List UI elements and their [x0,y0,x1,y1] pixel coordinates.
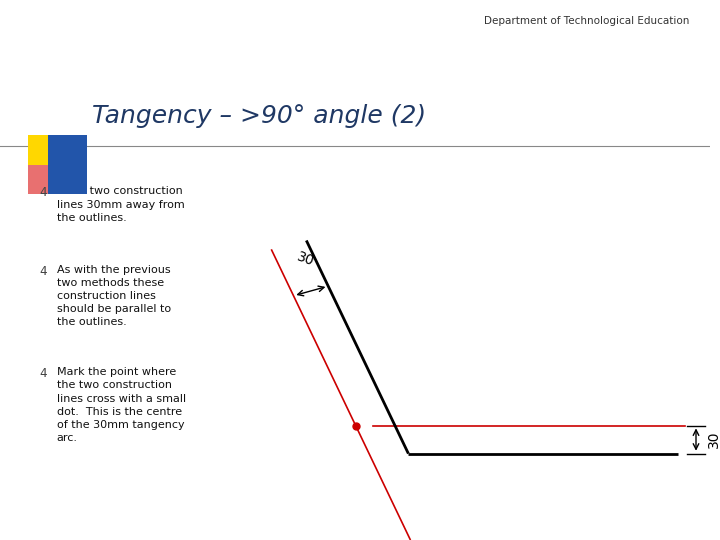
Text: 4: 4 [39,265,47,278]
Text: Tangency – >90° angle (2): Tangency – >90° angle (2) [92,104,426,128]
Text: 4: 4 [39,186,47,199]
Text: As with the previous
two methods these
construction lines
should be parallel to
: As with the previous two methods these c… [57,265,171,327]
Bar [28,135,68,165]
Text: Mark the point where
the two construction
lines cross with a small
dot.  This is: Mark the point where the two constructio… [57,367,186,443]
Text: Department of Technological Education: Department of Technological Education [484,16,689,26]
Bar [28,165,68,194]
Text: 30: 30 [295,249,317,269]
Bar [48,135,87,194]
Text: 4: 4 [39,367,47,380]
Text: 30: 30 [707,431,720,448]
Text: Draw two construction
lines 30mm away from
the outlines.: Draw two construction lines 30mm away fr… [57,186,184,222]
